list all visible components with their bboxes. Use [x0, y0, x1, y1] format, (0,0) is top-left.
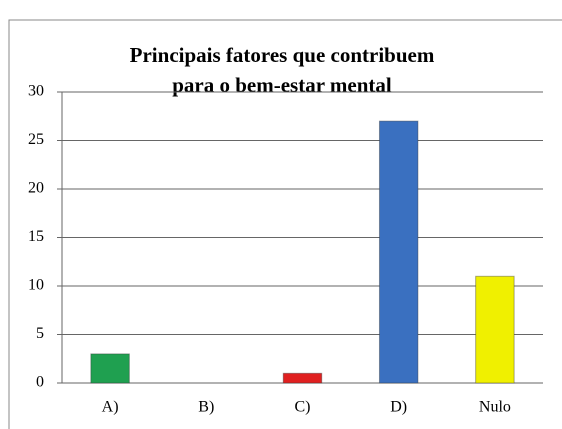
- bar: [90, 353, 130, 384]
- bar: [282, 372, 323, 384]
- chart-title: para o bem-estar mental: [172, 73, 392, 97]
- bar: [378, 120, 419, 384]
- x-tick-label: A): [102, 399, 119, 416]
- chart-border: [8, 19, 562, 429]
- y-tick-label: 10: [28, 277, 44, 294]
- y-tick-label: 20: [28, 180, 44, 197]
- x-tick-label: B): [198, 399, 214, 416]
- y-tick-label: 25: [28, 131, 44, 148]
- y-tick-label: 15: [28, 228, 44, 245]
- x-tick-label: D): [390, 399, 407, 416]
- x-tick-label: Nulo: [479, 399, 511, 416]
- y-tick-label: 0: [36, 374, 44, 391]
- bar: [475, 275, 515, 384]
- x-tick-label: C): [295, 399, 311, 416]
- chart-title: Principais fatores que contribuem: [130, 43, 435, 67]
- y-tick-label: 30: [28, 83, 44, 100]
- y-tick-label: 5: [36, 325, 44, 342]
